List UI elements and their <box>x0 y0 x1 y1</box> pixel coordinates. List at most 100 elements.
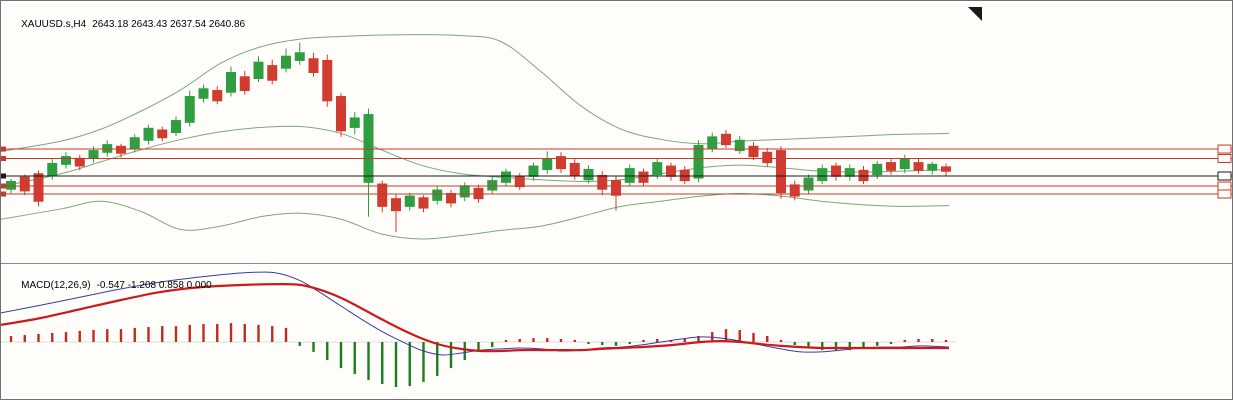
candle-body <box>583 168 594 181</box>
candle <box>336 93 346 137</box>
candle-body <box>858 169 869 182</box>
candle <box>638 168 649 187</box>
candle-body <box>377 183 388 207</box>
candle-body <box>528 165 539 177</box>
candle <box>198 84 209 103</box>
line-left-marker <box>1 191 6 197</box>
candle-body <box>872 163 883 176</box>
candle <box>459 182 470 202</box>
candle-body <box>927 163 938 171</box>
bollinger-lower-band <box>1 192 950 240</box>
candle <box>886 158 896 175</box>
candle-body <box>638 171 649 183</box>
candle <box>487 176 498 195</box>
candle <box>941 163 951 176</box>
symbol-timeframe-label: XAUUSD.s,H4 <box>21 19 87 30</box>
line-price-tag <box>1217 181 1232 191</box>
candle-body <box>734 139 745 152</box>
candle <box>116 143 126 158</box>
line-price-tag <box>1217 171 1232 181</box>
candle-body <box>721 133 731 146</box>
candle-body <box>941 166 951 172</box>
candle-body <box>569 162 580 176</box>
candle <box>349 111 360 135</box>
candle-body <box>542 158 553 170</box>
candle-body <box>184 96 195 123</box>
candle-body <box>748 145 759 158</box>
candle <box>432 186 443 205</box>
candle-body <box>803 177 814 191</box>
candle-body <box>226 72 236 93</box>
candle <box>528 162 539 181</box>
candle <box>157 126 168 142</box>
candle <box>569 159 580 180</box>
horizontal-line-object[interactable] <box>1 189 1232 199</box>
candle <box>281 48 291 73</box>
line-left-marker <box>1 155 6 161</box>
candle-body <box>253 61 264 80</box>
price-chart-panel <box>1 7 1232 240</box>
candle <box>212 86 223 105</box>
candle <box>899 154 910 173</box>
candle <box>377 180 388 213</box>
candle-body <box>432 189 443 201</box>
candle-body <box>473 187 484 200</box>
candle-body <box>789 184 800 197</box>
candle <box>501 168 511 187</box>
candle-body <box>336 96 346 132</box>
candle-body <box>762 151 773 164</box>
candle-body <box>611 180 621 196</box>
candle <box>404 192 415 211</box>
line-left-marker <box>1 173 6 179</box>
candle-body <box>33 173 44 202</box>
candle <box>913 158 924 174</box>
candle <box>858 166 869 185</box>
candle-body <box>418 197 429 209</box>
candle <box>666 162 676 181</box>
macd-line <box>1 271 950 356</box>
candle <box>762 148 773 167</box>
candle-body <box>624 168 635 183</box>
candle <box>831 162 841 181</box>
horizontal-line-object[interactable] <box>1 171 1232 181</box>
candle-body <box>88 150 99 159</box>
candle-body <box>899 158 910 170</box>
candle <box>418 195 429 213</box>
candle-body <box>514 175 525 188</box>
candle-body <box>404 195 415 207</box>
macd-signal-line <box>1 282 949 353</box>
chart-title: XAUUSD.s,H4 2643.18 2643.43 2637.54 2640.… <box>10 8 245 41</box>
line-price-tag <box>1217 153 1232 163</box>
line-price-tag <box>1217 189 1232 199</box>
candle <box>294 42 305 65</box>
candle <box>184 90 195 127</box>
horizontal-line-object[interactable] <box>1 153 1232 163</box>
candle-body <box>501 171 511 183</box>
candle-body <box>267 65 278 81</box>
autoscroll-triangle-icon[interactable] <box>968 7 982 21</box>
candle <box>652 158 663 179</box>
candle <box>927 161 938 175</box>
horizontal-line-object[interactable] <box>1 144 1232 154</box>
candle-body <box>597 174 608 190</box>
candle <box>239 70 250 95</box>
line-left-marker <box>1 183 6 189</box>
candle <box>171 116 181 136</box>
ohlc-values-label: 2643.18 2643.43 2637.54 2640.86 <box>92 19 246 30</box>
macd-indicator-panel <box>1 271 956 387</box>
candle <box>253 56 264 82</box>
macd-values-label: -0.547 -1.208 0.858 0.000 <box>96 280 212 291</box>
candle-body <box>294 52 305 61</box>
candle-body <box>19 176 30 192</box>
candle <box>267 59 278 85</box>
candle-body <box>157 129 168 139</box>
candle <box>583 165 594 184</box>
candle <box>844 164 855 181</box>
candle-body <box>308 58 319 74</box>
candle <box>776 146 786 199</box>
candle-body <box>844 168 855 177</box>
candle <box>129 134 140 153</box>
candle-body <box>6 180 16 190</box>
